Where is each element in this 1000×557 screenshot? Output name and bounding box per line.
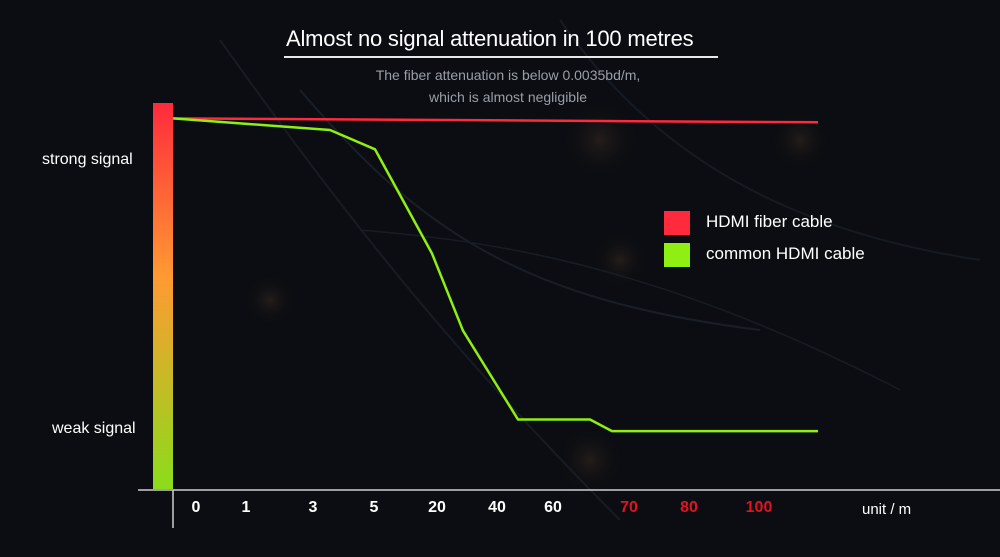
subtitle-line-2: which is almost negligible	[429, 89, 587, 105]
x-tick-label: 100	[746, 499, 773, 516]
x-tick-label: 1	[242, 499, 251, 516]
x-tick-label: 60	[544, 499, 562, 516]
x-axis-unit-label: unit / m	[862, 501, 912, 518]
legend-label-fiber: HDMI fiber cable	[706, 212, 833, 231]
title-underline	[284, 56, 718, 58]
legend-label-common: common HDMI cable	[706, 244, 865, 263]
subtitle-line-1: The fiber attenuation is below 0.0035bd/…	[375, 67, 641, 83]
legend-swatch-fiber	[664, 211, 690, 235]
x-tick-label: 40	[488, 499, 506, 516]
x-tick-label: 80	[680, 499, 698, 516]
y-axis-label-strong: strong signal	[42, 151, 133, 168]
y-axis-label-weak: weak signal	[52, 420, 136, 437]
series-line-fiber	[172, 117, 819, 124]
x-tick-label: 5	[370, 499, 379, 516]
x-tick-label: 70	[620, 499, 638, 516]
chart-title: Almost no signal attenuation in 100 metr…	[286, 26, 694, 51]
x-tick-label: 20	[428, 499, 446, 516]
x-tick-label: 0	[192, 499, 201, 516]
legend-swatch-common	[664, 243, 690, 267]
series-line-common	[172, 117, 818, 433]
signal-strength-bar	[153, 103, 173, 489]
chart-subtitle: The fiber attenuation is below 0.0035bd/…	[310, 64, 706, 108]
x-tick-label: 3	[309, 499, 318, 516]
